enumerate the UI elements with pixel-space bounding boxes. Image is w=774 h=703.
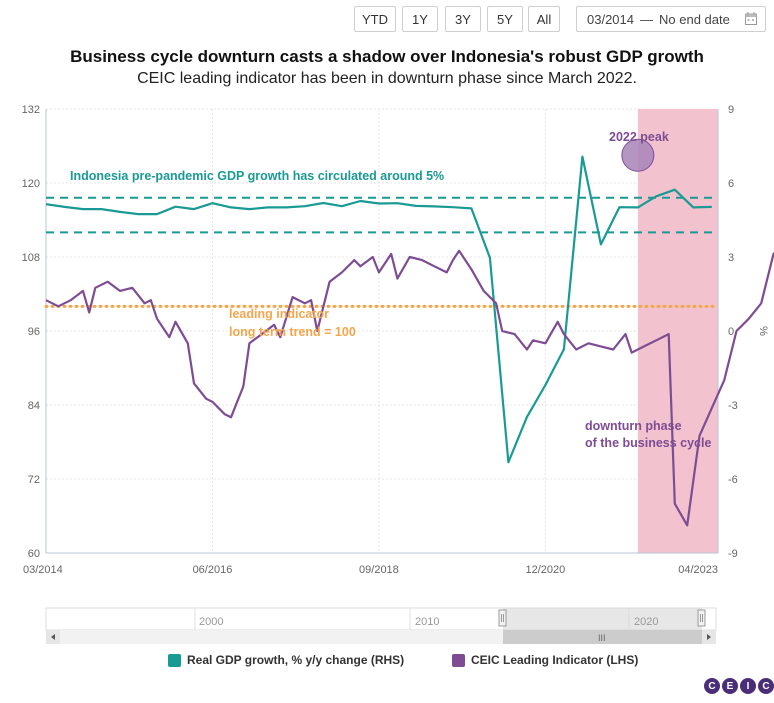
right-axis-unit: % [757,326,769,336]
range-button-all[interactable]: All [528,6,560,32]
cli-series-line [45,249,774,527]
y-tick-label-right: -6 [728,474,738,486]
y-tick-label-left: 84 [28,400,40,412]
logo-letter: C [704,678,720,694]
range-button-3y[interactable]: 3Y [445,6,481,32]
scrollbar-grip: III [598,633,606,643]
y-tick-label-right: 3 [728,252,734,264]
date-range-input[interactable]: 03/2014 — No end date [576,6,766,32]
peak-marker [621,138,655,172]
calendar-icon[interactable] [745,12,757,25]
y-tick-label-right: -3 [728,400,738,412]
date-start: 03/2014 [587,11,634,27]
legend-label-gdp: Real GDP growth, % y/y change (RHS) [187,653,405,667]
y-tick-label-right: 9 [728,104,734,116]
navigator[interactable]: 2000 2010 2020 III [0,604,774,654]
x-tick-label: 04/2023 [678,564,718,576]
downturn-shaded-area [637,109,718,553]
chart-title: Business cycle downturn casts a shadow o… [70,47,704,66]
navigator-label-2000: 2000 [199,616,223,628]
annotation-trend-line1: leading indicator [229,307,329,321]
annotation-downturn-line1: downturn phase [585,419,682,433]
date-separator: — [640,11,653,27]
chevron-right-icon [707,634,711,640]
annotation-trend-line2: long term trend = 100 [229,325,356,339]
navigator-handle-left[interactable] [498,609,507,627]
range-button-ytd[interactable]: YTD [354,6,396,32]
legend-item-gdp[interactable]: Real GDP growth, % y/y change (RHS) [168,653,404,667]
y-tick-label-left: 120 [22,178,40,190]
y-tick-label-left: 108 [22,252,40,264]
y-tick-label-left: 72 [28,474,40,486]
x-tick-label: 06/2016 [193,564,233,576]
legend-swatch-cli [452,653,465,667]
legend-swatch-gdp [168,653,181,667]
y-tick-label-left: 60 [28,548,40,560]
date-end: No end date [659,11,730,27]
axis-labels: 60 72 84 96 108 120 132 -9 -6 -3 0 3 6 9 03/2014 06/201… [22,104,769,576]
x-tick-label: 09/2018 [359,564,399,576]
logo-letter: C [758,678,774,694]
chevron-left-icon [51,634,55,640]
annotation-peak: 2022 peak [609,130,669,144]
scrollbar-thumb[interactable] [503,630,702,644]
navigator-selection[interactable] [503,608,702,630]
y-tick-label-left: 132 [22,104,40,116]
x-tick-label: 03/2014 [23,564,63,576]
navigator-label-2010: 2010 [415,616,439,628]
range-button-1y[interactable]: 1Y [402,6,438,32]
gdp-series-line [45,155,712,464]
chart-subtitle: CEIC leading indicator has been in downt… [137,70,637,87]
chart-canvas: 60 72 84 96 108 120 132 -9 -6 -3 0 3 6 9 03/2014 06/201… [22,104,774,576]
range-button-5y[interactable]: 5Y [487,6,523,32]
x-tick-label: 12/2020 [525,564,565,576]
y-tick-label-right: 6 [728,178,734,190]
series-lines [45,155,774,527]
y-tick-label-left: 96 [28,326,40,338]
axes [45,109,719,554]
annotation-gdp-note: Indonesia pre-pandemic GDP growth has ci… [70,169,444,183]
legend-label-cli: CEIC Leading Indicator (LHS) [471,653,639,667]
logo-letter: E [722,678,738,694]
logo-letter: I [740,678,756,694]
navigator-handle-right[interactable] [697,609,706,627]
annotation-downturn-line2: of the business cycle [585,436,711,450]
y-tick-label-right: 0 [728,326,734,338]
ceic-logo: C E I C [704,678,774,698]
navigator-label-2020: 2020 [634,616,658,628]
legend-item-cli[interactable]: CEIC Leading Indicator (LHS) [452,653,638,667]
y-tick-label-right: -9 [728,548,738,560]
